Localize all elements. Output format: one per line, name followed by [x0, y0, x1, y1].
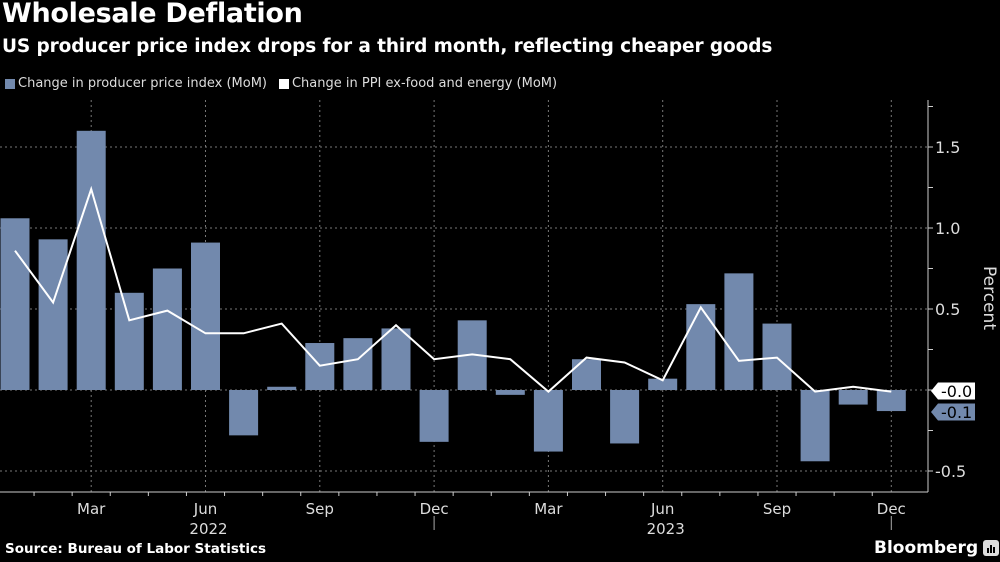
y-axis-label: Percent [979, 266, 999, 330]
legend-swatch-core-ppi [278, 78, 289, 89]
x-tick-label: Mar [77, 500, 106, 518]
bar-ppi [610, 390, 640, 444]
bar-ppi [38, 239, 68, 390]
source-note: Source: Bureau of Labor Statistics [5, 541, 267, 557]
bar-ppi [648, 378, 678, 390]
y-tick-label: 1.5 [935, 138, 960, 157]
end-label-core-ppi-bg [931, 382, 975, 400]
bar-ppi [495, 390, 525, 395]
x-tick-label: Dec [877, 500, 906, 518]
bar-ppi [838, 390, 868, 405]
chart-title: Wholesale Deflation [2, 0, 303, 29]
bar-ppi [267, 386, 297, 390]
x-tick-label: Jun [650, 500, 674, 518]
bloomberg-logo: Bloomberg [874, 538, 1000, 558]
bar-ppi [686, 304, 716, 390]
x-tick-label: Dec [420, 500, 449, 518]
bar-ppi [572, 359, 601, 390]
y-tick-label: 0.5 [935, 300, 960, 319]
bar-ppi [381, 328, 411, 390]
bar-ppi [533, 390, 563, 452]
bar-ppi [76, 130, 106, 391]
legend-item-core-ppi: Change in PPI ex-food and energy (MoM) [278, 76, 558, 91]
y-tick-label: 1.0 [935, 219, 960, 238]
year-label: 2023 [647, 520, 685, 538]
line-core-ppi [14, 185, 892, 393]
x-tick-label: Sep [306, 500, 334, 518]
end-label-core-ppi: -0.0 [941, 382, 972, 401]
bar-ppi [419, 390, 449, 442]
legend-swatch-ppi [5, 78, 15, 89]
bar-ppi [114, 292, 144, 390]
legend-item-ppi: Change in producer price index (MoM) [5, 76, 267, 91]
bar-ppi [229, 390, 259, 436]
end-label-ppi-bg [931, 403, 975, 421]
brand-name: Bloomberg [874, 538, 979, 558]
year-label: 2022 [189, 520, 227, 538]
bar-ppi [191, 242, 220, 390]
legend: Change in producer price index (MoM) Cha… [5, 76, 557, 91]
bar-ppi [724, 273, 754, 390]
legend-label-ppi: Change in producer price index (MoM) [18, 76, 267, 91]
bar-ppi [876, 390, 906, 412]
chart-icon [983, 540, 1000, 556]
end-label-ppi: -0.1 [941, 403, 972, 422]
bar-ppi [343, 338, 373, 390]
legend-label-core-ppi: Change in PPI ex-food and energy (MoM) [291, 76, 558, 91]
bar-ppi [0, 218, 30, 390]
bar-ppi [152, 268, 182, 390]
y-tick-label: -0.5 [935, 462, 966, 481]
x-tick-label: Mar [534, 500, 563, 518]
bar-ppi [800, 390, 830, 462]
x-tick-label: Jun [193, 500, 217, 518]
chart-subtitle: US producer price index drops for a thir… [2, 36, 773, 57]
x-tick-label: Sep [763, 500, 791, 518]
